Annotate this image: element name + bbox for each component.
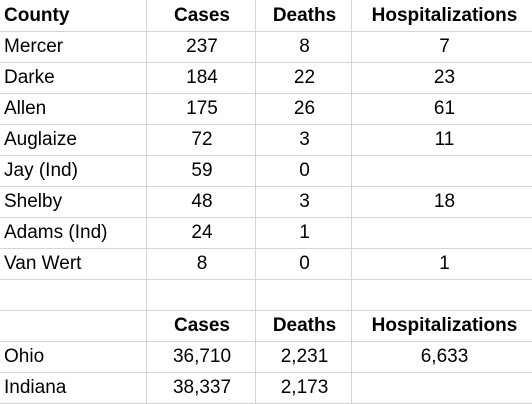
cases-cell[interactable]: 59 bbox=[146, 155, 256, 187]
county-cell[interactable]: Mercer bbox=[0, 31, 147, 63]
table-row: Shelby 48 3 18 bbox=[0, 186, 532, 218]
cases-cell[interactable]: 38,337 bbox=[146, 372, 256, 404]
cases-cell[interactable]: 72 bbox=[146, 124, 256, 156]
table-row: Jay (Ind) 59 0 bbox=[0, 155, 532, 187]
deaths-cell[interactable]: 2,173 bbox=[255, 372, 352, 404]
deaths-cell[interactable]: 0 bbox=[255, 155, 352, 187]
deaths-cell[interactable]: 8 bbox=[255, 31, 352, 63]
table-row: Indiana 38,337 2,173 bbox=[0, 372, 532, 404]
county-cell[interactable]: Allen bbox=[0, 93, 147, 125]
header-cases[interactable]: Cases bbox=[146, 310, 256, 342]
state-cell[interactable]: Ohio bbox=[0, 341, 147, 373]
table-row: Allen 175 26 61 bbox=[0, 93, 532, 125]
hospitalizations-cell[interactable] bbox=[351, 372, 532, 404]
hospitalizations-cell[interactable]: 61 bbox=[351, 93, 532, 125]
table-row: Van Wert 8 0 1 bbox=[0, 248, 532, 280]
hospitalizations-cell[interactable]: 1 bbox=[351, 248, 532, 280]
county-cell[interactable]: Van Wert bbox=[0, 248, 147, 280]
hospitalizations-cell[interactable]: 6,633 bbox=[351, 341, 532, 373]
cases-cell[interactable]: 8 bbox=[146, 248, 256, 280]
header-cases[interactable]: Cases bbox=[146, 0, 256, 32]
hospitalizations-cell[interactable]: 11 bbox=[351, 124, 532, 156]
deaths-cell[interactable]: 1 bbox=[255, 217, 352, 249]
empty-cell[interactable] bbox=[351, 279, 532, 311]
empty-row bbox=[0, 279, 532, 311]
cases-cell[interactable]: 175 bbox=[146, 93, 256, 125]
county-cell[interactable]: Shelby bbox=[0, 186, 147, 218]
hospitalizations-cell[interactable]: 23 bbox=[351, 62, 532, 94]
cases-cell[interactable]: 237 bbox=[146, 31, 256, 63]
county-cell[interactable]: Darke bbox=[0, 62, 147, 94]
deaths-cell[interactable]: 26 bbox=[255, 93, 352, 125]
cases-cell[interactable]: 48 bbox=[146, 186, 256, 218]
county-cell[interactable]: Auglaize bbox=[0, 124, 147, 156]
empty-cell[interactable] bbox=[0, 279, 147, 311]
hospitalizations-cell[interactable]: 7 bbox=[351, 31, 532, 63]
deaths-cell[interactable]: 2,231 bbox=[255, 341, 352, 373]
table-row: Auglaize 72 3 11 bbox=[0, 124, 532, 156]
empty-cell[interactable] bbox=[255, 279, 352, 311]
empty-cell[interactable] bbox=[0, 310, 147, 342]
cases-cell[interactable]: 36,710 bbox=[146, 341, 256, 373]
header-hospitalizations[interactable]: Hospitalizations bbox=[351, 310, 532, 342]
deaths-cell[interactable]: 3 bbox=[255, 186, 352, 218]
deaths-cell[interactable]: 3 bbox=[255, 124, 352, 156]
deaths-cell[interactable]: 0 bbox=[255, 248, 352, 280]
cases-cell[interactable]: 184 bbox=[146, 62, 256, 94]
deaths-cell[interactable]: 22 bbox=[255, 62, 352, 94]
state-header-row: Cases Deaths Hospitalizations bbox=[0, 310, 532, 342]
table-row: Ohio 36,710 2,231 6,633 bbox=[0, 341, 532, 373]
county-cell[interactable]: Adams (Ind) bbox=[0, 217, 147, 249]
header-hospitalizations[interactable]: Hospitalizations bbox=[351, 0, 532, 32]
header-county[interactable]: County bbox=[0, 0, 147, 32]
hospitalizations-cell[interactable]: 18 bbox=[351, 186, 532, 218]
empty-cell[interactable] bbox=[146, 279, 256, 311]
table-row: Darke 184 22 23 bbox=[0, 62, 532, 94]
county-header-row: County Cases Deaths Hospitalizations bbox=[0, 0, 532, 32]
table-row: Mercer 237 8 7 bbox=[0, 31, 532, 63]
header-deaths[interactable]: Deaths bbox=[255, 0, 352, 32]
state-cell[interactable]: Indiana bbox=[0, 372, 147, 404]
county-cell[interactable]: Jay (Ind) bbox=[0, 155, 147, 187]
hospitalizations-cell[interactable] bbox=[351, 155, 532, 187]
cases-cell[interactable]: 24 bbox=[146, 217, 256, 249]
header-deaths[interactable]: Deaths bbox=[255, 310, 352, 342]
hospitalizations-cell[interactable] bbox=[351, 217, 532, 249]
table-row: Adams (Ind) 24 1 bbox=[0, 217, 532, 249]
